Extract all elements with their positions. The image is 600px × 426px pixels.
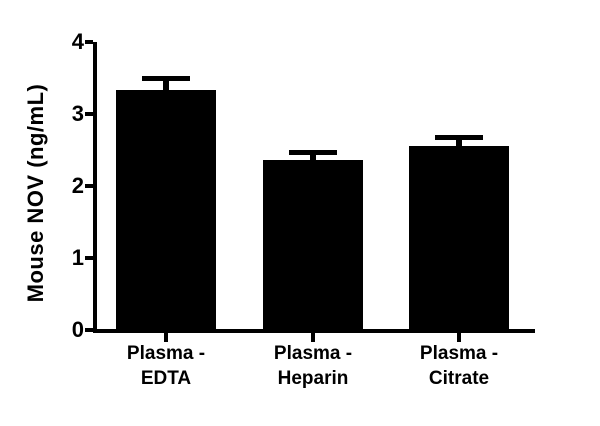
x-axis-tick <box>164 333 168 342</box>
y-axis-tick <box>85 184 93 188</box>
y-axis-tick <box>85 40 93 44</box>
error-bar-cap <box>435 134 483 140</box>
bar-plasma-edta <box>116 90 216 333</box>
y-axis-tick-label: 4 <box>71 29 84 54</box>
bar-plasma-heparin <box>263 160 363 333</box>
bar-plasma-citrate <box>409 145 509 333</box>
y-axis-tick-label: 2 <box>71 173 84 198</box>
error-bar-stem <box>163 78 169 91</box>
y-axis-tick <box>85 256 93 260</box>
y-axis-tick-label: 1 <box>71 245 84 270</box>
x-axis-label-heparin: Plasma - Heparin <box>273 343 353 389</box>
x-axis-tick <box>457 333 461 342</box>
y-axis-tick-label: 0 <box>71 317 84 342</box>
y-axis-line <box>93 42 97 333</box>
error-bar-cap <box>289 150 337 156</box>
x-axis-label-citrate: Plasma - Citrate <box>419 343 499 389</box>
y-axis-tick <box>85 328 93 332</box>
y-axis-tick-label: 3 <box>71 101 84 126</box>
error-bar-cap <box>142 76 190 82</box>
x-axis-label-edta: Plasma - EDTA <box>126 343 206 389</box>
error-bar-stem <box>456 137 462 146</box>
error-bar-stem <box>310 152 316 161</box>
y-axis-tick <box>85 112 93 116</box>
x-axis-tick <box>311 333 315 342</box>
